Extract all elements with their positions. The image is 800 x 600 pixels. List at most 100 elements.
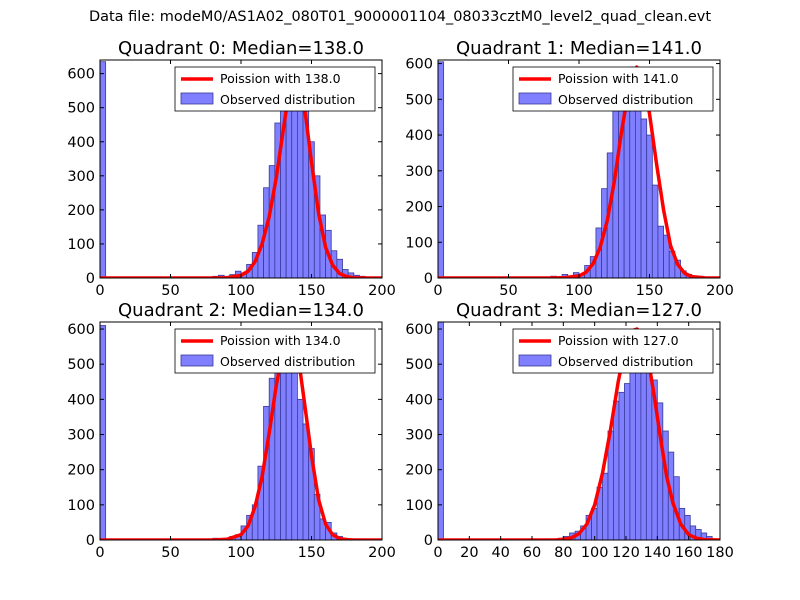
plot-area xyxy=(438,322,720,540)
y-tick-label: 500 xyxy=(67,101,95,117)
histogram-bar xyxy=(291,349,298,540)
x-tick-label: 200 xyxy=(368,283,396,299)
x-tick-label: 150 xyxy=(298,283,326,299)
x-tick-label: 50 xyxy=(161,283,179,299)
x-tick-label: 100 xyxy=(227,283,255,299)
x-tick-label: 0 xyxy=(433,283,442,299)
panel-title: Quadrant 2: Median=134.0 xyxy=(118,300,364,321)
y-tick-label: 0 xyxy=(424,271,433,287)
x-tick-label: 180 xyxy=(706,545,734,561)
y-tick-label: 600 xyxy=(405,57,433,73)
histogram-bar xyxy=(602,472,609,540)
y-tick-label: 0 xyxy=(86,271,95,287)
x-tick-label: 120 xyxy=(612,545,640,561)
y-tick-label: 0 xyxy=(424,533,433,549)
y-tick-label: 300 xyxy=(405,428,433,444)
y-tick-label: 100 xyxy=(405,235,433,251)
x-tick-label: 50 xyxy=(161,545,179,561)
legend-label-observed: Observed distribution xyxy=(220,354,355,369)
histogram-bar xyxy=(438,61,445,278)
histogram-bar xyxy=(100,325,107,540)
histogram-bar xyxy=(613,400,620,540)
x-tick-label: 40 xyxy=(491,545,509,561)
x-tick-label: 0 xyxy=(95,545,104,561)
x-tick-label: 100 xyxy=(581,545,609,561)
legend-swatch-observed xyxy=(518,354,552,367)
y-tick-label: 300 xyxy=(405,164,433,180)
y-tick-label: 0 xyxy=(86,533,95,549)
x-tick-label: 60 xyxy=(523,545,541,561)
y-tick-label: 400 xyxy=(405,392,433,408)
y-tick-label: 400 xyxy=(67,135,95,151)
legend-label-poisson: Poission with 127.0 xyxy=(558,333,679,348)
x-tick-label: 200 xyxy=(706,283,734,299)
y-tick-label: 100 xyxy=(67,237,95,253)
y-tick-label: 300 xyxy=(67,428,95,444)
histogram-bar xyxy=(296,107,304,278)
legend-swatch-observed xyxy=(180,354,214,367)
histogram-bar xyxy=(651,184,659,278)
legend-label-poisson: Poission with 134.0 xyxy=(220,333,341,348)
histogram-bar xyxy=(100,61,107,278)
legend-label-observed: Observed distribution xyxy=(558,354,693,369)
legend-swatch-observed xyxy=(518,92,552,105)
y-tick-label: 200 xyxy=(405,200,433,216)
panel-title: Quadrant 3: Median=127.0 xyxy=(456,300,702,321)
x-tick-label: 200 xyxy=(368,545,396,561)
y-tick-label: 600 xyxy=(405,322,433,338)
legend: Poission with 138.0 Observed distribution xyxy=(174,66,376,112)
legend: Poission with 141.0 Observed distribution xyxy=(512,66,714,112)
axes-frame xyxy=(437,321,721,541)
x-tick-label: 150 xyxy=(636,283,664,299)
legend: Poission with 134.0 Observed distribution xyxy=(174,328,376,374)
histogram-bar xyxy=(635,360,642,540)
y-tick-label: 400 xyxy=(405,128,433,144)
x-tick-label: 160 xyxy=(675,545,703,561)
y-tick-label: 600 xyxy=(67,67,95,83)
y-tick-label: 300 xyxy=(67,169,95,185)
histogram-bar xyxy=(302,423,310,540)
histogram-bar xyxy=(296,398,304,540)
histogram-bar xyxy=(618,391,625,540)
figure-title: Data file: modeM0/AS1A02_080T01_90000011… xyxy=(88,9,712,25)
histogram-bar xyxy=(624,383,631,540)
legend-label-observed: Observed distribution xyxy=(558,92,693,107)
legend-label-poisson: Poission with 138.0 xyxy=(220,71,341,86)
histogram-bar xyxy=(285,107,293,278)
panel-title: Quadrant 0: Median=138.0 xyxy=(118,38,364,59)
y-tick-label: 600 xyxy=(67,322,95,338)
x-tick-label: 100 xyxy=(565,283,593,299)
x-tick-label: 0 xyxy=(433,545,442,561)
y-tick-label: 500 xyxy=(405,92,433,108)
histogram-bar xyxy=(657,225,665,278)
y-tick-label: 200 xyxy=(67,463,95,479)
y-tick-label: 200 xyxy=(405,463,433,479)
quadrant-0-panel: 0 50 100 150 200 0 100 200 300 400 500 600 Quadrant … xyxy=(67,38,396,299)
y-tick-label: 400 xyxy=(67,392,95,408)
quadrant-3-panel: 0 20 40 60 80 100 120 140 160 1800100200300400500… xyxy=(405,300,734,561)
quadrant-1-panel: 0 50 100 150 200 0 100 200 300 400 500 600 Quadrant … xyxy=(405,38,734,299)
panel-title: Quadrant 1: Median=141.0 xyxy=(456,38,702,59)
x-tick-label: 100 xyxy=(227,545,255,561)
x-tick-label: 50 xyxy=(499,283,517,299)
histogram-bar xyxy=(646,134,653,278)
x-tick-label: 80 xyxy=(554,545,572,561)
histogram-bar xyxy=(438,322,444,540)
x-tick-label: 20 xyxy=(460,545,478,561)
x-tick-label: 0 xyxy=(95,283,104,299)
legend-label-observed: Observed distribution xyxy=(220,92,355,107)
y-tick-label: 500 xyxy=(67,357,95,373)
histogram-bar xyxy=(640,118,648,278)
legend: Poission with 127.0 Observed distribution xyxy=(512,328,714,374)
y-tick-label: 200 xyxy=(67,203,95,219)
y-tick-label: 500 xyxy=(405,357,433,373)
legend-label-poisson: Poission with 141.0 xyxy=(558,71,679,86)
histogram-bar xyxy=(280,356,287,540)
quadrant-2-panel: 0 50 100 150 200 0 100 200 300 400 500 600 Quadrant … xyxy=(67,300,396,561)
x-tick-label: 140 xyxy=(643,545,671,561)
y-tick-label: 100 xyxy=(67,498,95,514)
y-tick-label: 100 xyxy=(405,498,433,514)
legend-swatch-observed xyxy=(180,92,214,105)
x-tick-label: 150 xyxy=(298,545,326,561)
